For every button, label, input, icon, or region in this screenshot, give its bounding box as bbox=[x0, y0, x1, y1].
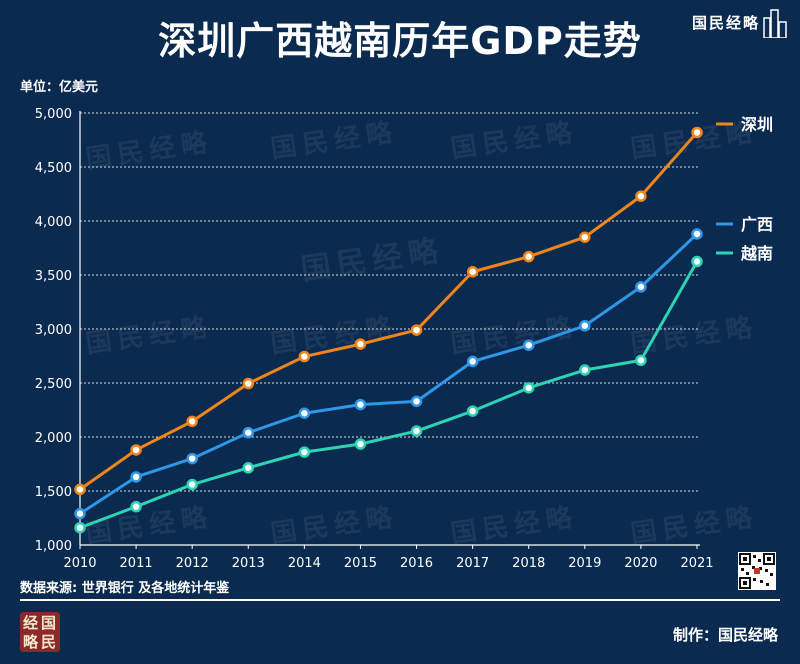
chart-title: 深圳广西越南历年GDP走势 bbox=[158, 19, 642, 63]
data-point bbox=[579, 320, 591, 332]
qr-code[interactable] bbox=[738, 552, 776, 590]
legend-label: 广西 bbox=[741, 215, 773, 234]
data-point bbox=[242, 462, 255, 474]
data-point bbox=[410, 395, 423, 408]
data-point bbox=[691, 228, 703, 240]
data-point bbox=[130, 500, 142, 513]
data-point bbox=[74, 521, 86, 534]
logo-char: 民 bbox=[41, 633, 57, 651]
data-point bbox=[635, 281, 647, 293]
x-tick-label: 2012 bbox=[176, 556, 209, 571]
data-point bbox=[522, 382, 535, 394]
x-tick-label: 2016 bbox=[400, 556, 433, 571]
data-point bbox=[410, 425, 423, 437]
y-tick-label: 5,000 bbox=[35, 107, 72, 122]
data-point bbox=[466, 405, 479, 417]
data-source: 数据来源: 世界银行 及各地统计年鉴 bbox=[20, 581, 230, 596]
x-tick-label: 2013 bbox=[232, 556, 265, 571]
line-chart: 1,000 1,500 2,000 2,500 3,000 3,500 4,000 4,500… bbox=[35, 107, 773, 571]
y-tick-label: 2,500 bbox=[35, 377, 72, 392]
data-point bbox=[74, 483, 86, 496]
x-tick-label: 2020 bbox=[624, 556, 657, 571]
data-point bbox=[354, 438, 367, 450]
legend-label: 深圳 bbox=[741, 115, 773, 134]
logo-char: 经 bbox=[23, 614, 39, 632]
logo-char: 略 bbox=[23, 633, 39, 651]
footer-divider bbox=[20, 599, 780, 601]
data-point bbox=[298, 350, 311, 363]
data-point bbox=[466, 355, 479, 368]
y-tick-label: 3,000 bbox=[35, 323, 72, 338]
maker-credit: 制作：国民经略 bbox=[672, 626, 778, 644]
data-point bbox=[130, 471, 142, 483]
data-point bbox=[579, 231, 591, 243]
x-tick-label: 2010 bbox=[63, 556, 96, 571]
data-point bbox=[579, 364, 591, 376]
logo-char: 国 bbox=[41, 614, 57, 632]
data-point bbox=[74, 507, 86, 520]
data-point bbox=[410, 324, 423, 336]
data-point bbox=[186, 452, 198, 465]
data-point bbox=[186, 478, 198, 491]
x-tick-label: 2021 bbox=[680, 556, 713, 571]
y-tick-label: 1,000 bbox=[35, 539, 72, 554]
data-point bbox=[242, 377, 255, 390]
x-tick-label: 2017 bbox=[456, 556, 489, 571]
series-line-2 bbox=[79, 232, 699, 515]
data-point bbox=[354, 398, 367, 411]
data-point bbox=[691, 126, 703, 139]
data-point bbox=[354, 338, 367, 350]
brand-logo: 经 国 略 民 bbox=[20, 612, 60, 652]
series-line-3 bbox=[79, 260, 699, 530]
data-point bbox=[635, 354, 647, 367]
series-line-1 bbox=[79, 131, 699, 491]
data-point bbox=[466, 266, 479, 278]
data-point bbox=[522, 250, 535, 263]
data-point bbox=[298, 407, 311, 419]
x-tick-label: 2011 bbox=[120, 556, 153, 571]
data-point bbox=[298, 446, 311, 458]
legend-label: 越南 bbox=[740, 244, 773, 263]
x-tick-label: 2018 bbox=[512, 556, 545, 571]
y-tick-label: 1,500 bbox=[35, 485, 72, 500]
skyline-icon bbox=[763, 9, 787, 38]
x-tick-label: 2015 bbox=[344, 556, 377, 571]
data-point bbox=[522, 339, 535, 351]
y-tick-label: 2,000 bbox=[35, 431, 72, 446]
qr-code-icon bbox=[739, 553, 775, 589]
y-tick-label: 3,500 bbox=[35, 269, 72, 284]
data-point bbox=[186, 415, 198, 428]
data-point bbox=[242, 426, 255, 439]
data-point bbox=[130, 444, 142, 456]
data-point bbox=[635, 190, 647, 202]
x-tick-label: 2014 bbox=[288, 556, 321, 571]
y-tick-label: 4,500 bbox=[35, 161, 72, 176]
unit-label: 单位：亿美元 bbox=[20, 80, 99, 95]
data-point bbox=[691, 255, 703, 268]
y-tick-label: 4,000 bbox=[35, 215, 72, 230]
brand-name: 国民经略 bbox=[691, 14, 760, 32]
x-tick-label: 2019 bbox=[568, 556, 601, 571]
